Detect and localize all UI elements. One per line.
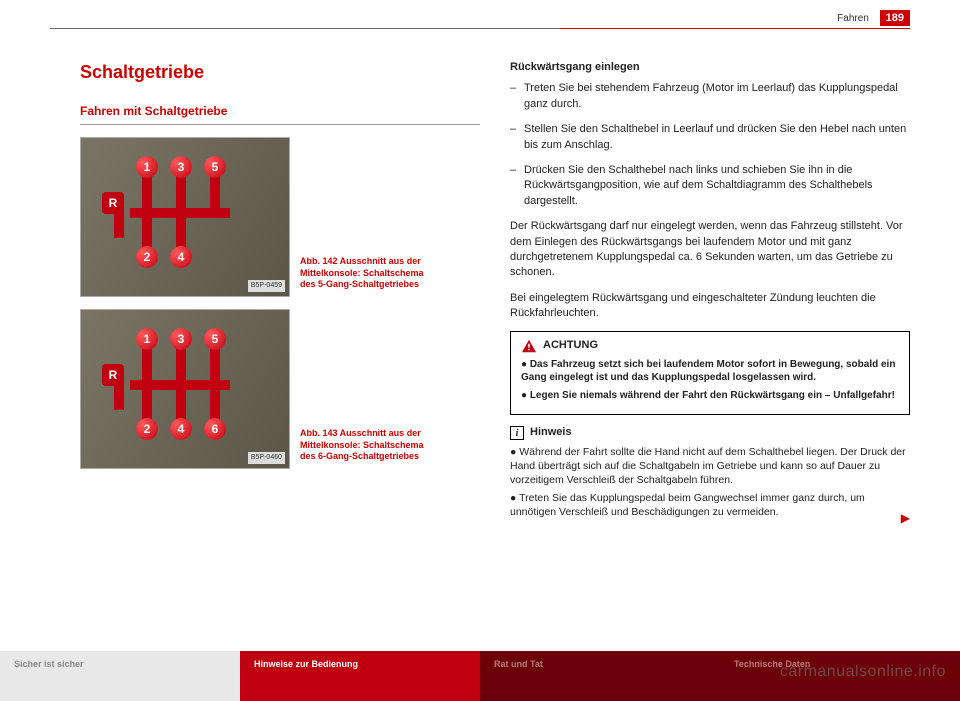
- footer-tab-3: Rat und Tat: [480, 651, 720, 701]
- figure-143: 1 3 5 2 4 6 R Abb. 143 Ausschnitt aus de…: [80, 309, 480, 469]
- step-3: – Drücken Sie den Schalthebel nach links…: [510, 163, 910, 209]
- running-head: Fahren 189: [837, 10, 910, 26]
- left-column: Schaltgetriebe Fahren mit Schaltgetriebe…: [80, 60, 480, 641]
- step-text: Treten Sie bei stehendem Fahrzeug (Motor…: [524, 81, 910, 112]
- gear-5: 5: [204, 156, 226, 178]
- gear-3: 3: [170, 328, 192, 350]
- gear-3: 3: [170, 156, 192, 178]
- gear-1: 1: [136, 156, 158, 178]
- note-item: Während der Fahrt sollte die Hand nicht …: [510, 445, 910, 488]
- paragraph-title: Rückwärtsgang einlegen: [510, 60, 910, 75]
- note-list: Während der Fahrt sollte die Hand nicht …: [510, 445, 910, 520]
- note-head: i Hinweis: [510, 425, 910, 440]
- step-1: – Treten Sie bei stehendem Fahrzeug (Mot…: [510, 81, 910, 112]
- footer-tab-1: Sicher ist sicher: [0, 651, 240, 701]
- warning-item: Legen Sie niemals während der Fahrt den …: [521, 389, 899, 403]
- figure-142: 1 3 5 2 4 R Abb. 142 Ausschnitt aus der …: [80, 137, 480, 297]
- body-paragraph: Der Rückwärtsgang darf nur eingelegt wer…: [510, 219, 910, 281]
- note-label: Hinweis: [530, 425, 572, 440]
- sub-title: Fahren mit Schaltgetriebe: [80, 103, 480, 125]
- warning-label: ACHTUNG: [543, 338, 598, 353]
- shift-leg: [176, 174, 186, 252]
- shift-pattern-6: 1 3 5 2 4 6 R: [136, 332, 256, 442]
- page: Fahren 189 Schaltgetriebe Fahren mit Sch…: [0, 0, 960, 701]
- footer-tab-2: Hinweise zur Bedienung: [240, 651, 480, 701]
- warning-head: ACHTUNG: [521, 338, 899, 353]
- gear-4: 4: [170, 418, 192, 440]
- header-rule: [50, 28, 910, 29]
- warning-icon: [521, 339, 537, 353]
- dash-icon: –: [510, 163, 524, 209]
- gear-2: 2: [136, 418, 158, 440]
- shift-leg: [176, 346, 186, 424]
- body-paragraph: Bei eingelegtem Rückwärtsgang und einges…: [510, 291, 910, 322]
- content-columns: Schaltgetriebe Fahren mit Schaltgetriebe…: [80, 60, 910, 641]
- warning-list: Das Fahrzeug setzt sich bei laufendem Mo…: [521, 358, 899, 403]
- shift-leg: [142, 346, 152, 424]
- note-item: Treten Sie das Kupplungspedal beim Gangw…: [510, 491, 910, 519]
- section-name: Fahren: [837, 13, 869, 24]
- figure-143-image: 1 3 5 2 4 6 R: [80, 309, 290, 469]
- gear-2: 2: [136, 246, 158, 268]
- gear-r: R: [102, 364, 124, 386]
- continue-arrow-icon: ▶: [901, 510, 910, 527]
- figure-143-caption: Abb. 143 Ausschnitt aus der Mittelkonsol…: [300, 428, 430, 469]
- warning-box: ACHTUNG Das Fahrzeug setzt sich bei lauf…: [510, 331, 910, 415]
- step-text: Stellen Sie den Schalthebel in Leerlauf …: [524, 122, 910, 153]
- info-icon: i: [510, 426, 524, 440]
- page-number: 189: [880, 10, 910, 26]
- shift-leg: [210, 346, 220, 424]
- shift-leg: [142, 174, 152, 252]
- step-text: Drücken Sie den Schalthebel nach links u…: [524, 163, 910, 209]
- shift-leg: [210, 174, 220, 218]
- gear-5: 5: [204, 328, 226, 350]
- section-title: Schaltgetriebe: [80, 60, 480, 85]
- watermark: carmanualsonline.info: [780, 663, 946, 681]
- gear-6: 6: [204, 418, 226, 440]
- shift-pattern-5: 1 3 5 2 4 R: [136, 160, 256, 270]
- dash-icon: –: [510, 122, 524, 153]
- figure-142-caption: Abb. 142 Ausschnitt aus der Mittelkonsol…: [300, 256, 430, 297]
- step-2: – Stellen Sie den Schalthebel in Leerlau…: [510, 122, 910, 153]
- gear-r: R: [102, 192, 124, 214]
- figure-142-image: 1 3 5 2 4 R: [80, 137, 290, 297]
- dash-icon: –: [510, 81, 524, 112]
- gear-1: 1: [136, 328, 158, 350]
- gear-4: 4: [170, 246, 192, 268]
- warning-item: Das Fahrzeug setzt sich bei laufendem Mo…: [521, 358, 899, 385]
- right-column: Rückwärtsgang einlegen – Treten Sie bei …: [510, 60, 910, 641]
